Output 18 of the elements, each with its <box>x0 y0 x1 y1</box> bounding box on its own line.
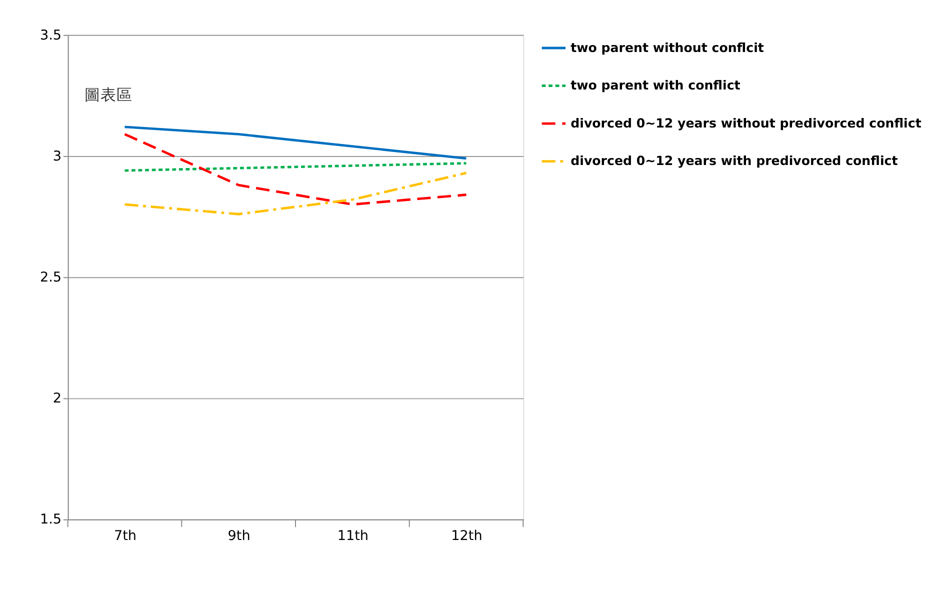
y-tick-label: 3.5 <box>40 27 62 44</box>
y-tick-label: 2 <box>52 390 62 407</box>
y-tick-label: 1.5 <box>40 512 62 528</box>
x-tick-label: 9th <box>228 528 250 544</box>
y-tick-label: 2.5 <box>40 269 62 286</box>
legend-label: two parent without conflcit <box>570 40 764 55</box>
line-series <box>124 133 468 206</box>
x-tick-label: 7th <box>114 528 136 544</box>
legend-label: two parent with conflict <box>570 78 740 93</box>
y-tick-label: 3 <box>52 148 62 164</box>
x-tick-label: 11th <box>337 528 368 544</box>
legend-label: divorced 0~12 years with predivorced conflict <box>570 153 898 168</box>
line-series <box>124 162 468 172</box>
legend-label: divorced 0~12 years without predivorced conflict <box>570 115 922 130</box>
annotation: 圖表區 <box>84 86 133 104</box>
x-tick-label: 12th <box>451 528 482 544</box>
line-series <box>124 126 468 160</box>
line-series <box>124 172 468 216</box>
